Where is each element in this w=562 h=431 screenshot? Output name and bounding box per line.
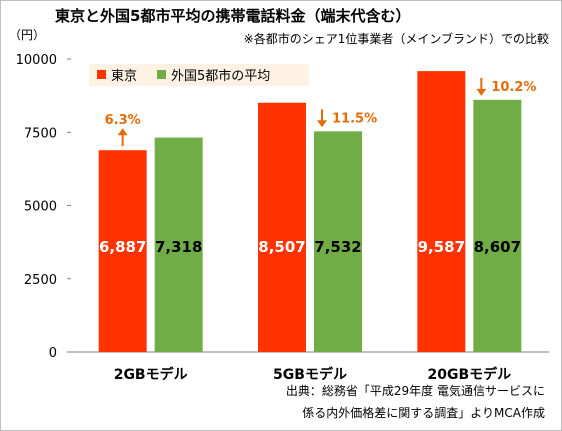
bar-tokyo bbox=[417, 71, 466, 353]
category-label: 2GBモデル bbox=[114, 366, 188, 383]
category-label: 20GBモデル bbox=[428, 366, 512, 383]
legend-label-tokyo: 東京 bbox=[111, 68, 137, 84]
bar-value-label: 6,887 bbox=[99, 238, 146, 256]
bar-foreign-avg bbox=[314, 131, 362, 352]
up-arrow-head-icon bbox=[117, 128, 128, 136]
bar-tokyo bbox=[98, 150, 147, 352]
data-labels: 6,887 7,318 2GBモデル 8,507 7,532 5GBモデル 9,587 8,6… bbox=[99, 238, 521, 383]
axes: 0 2500 5000 7500 10000 bbox=[16, 53, 549, 361]
difference-annotation: 6.3% bbox=[105, 113, 141, 128]
difference-annotation: 11.5% bbox=[332, 111, 377, 126]
bar-tokyo bbox=[258, 102, 306, 352]
legend: 東京 外国5都市の平均 bbox=[89, 64, 309, 86]
legend-label-foreign-avg: 外国5都市の平均 bbox=[171, 68, 270, 84]
y-tick-label: 0 bbox=[49, 346, 57, 361]
bar-value-label: 7,532 bbox=[314, 238, 361, 256]
source-line-2: 係る内外価格差に関する調査」よりMCA作成 bbox=[302, 405, 545, 420]
y-tick-label: 5000 bbox=[24, 200, 57, 215]
bar-foreign-avg bbox=[154, 137, 203, 352]
annotations: 6.3% 11.5% 10.2% bbox=[105, 77, 536, 147]
source-line-1: 出典：総務省「平成29年度 電気通信サービスに bbox=[286, 383, 545, 398]
bars bbox=[98, 71, 522, 353]
legend-box bbox=[89, 64, 309, 86]
bar-value-label: 8,507 bbox=[258, 238, 305, 256]
difference-annotation: 10.2% bbox=[491, 80, 536, 95]
y-tick-label: 7500 bbox=[24, 126, 57, 141]
legend-swatch-tokyo bbox=[97, 70, 106, 79]
down-arrow-head-icon bbox=[317, 120, 327, 128]
unit-label: （円） bbox=[9, 28, 45, 42]
legend-swatch-foreign-avg bbox=[157, 70, 166, 79]
down-arrow-head-icon bbox=[476, 88, 487, 96]
bar-value-label: 7,318 bbox=[155, 238, 202, 256]
chart-subtitle: ※各都市のシェア1位事業者（メインブランド）での比較 bbox=[244, 31, 549, 46]
bar-foreign-avg bbox=[473, 99, 522, 352]
bar-value-label: 8,607 bbox=[474, 238, 521, 256]
chart-title: 東京と外国5都市平均の携帯電話料金（端末代含む） bbox=[55, 7, 410, 25]
category-label: 5GBモデル bbox=[273, 366, 347, 383]
bar-value-label: 9,587 bbox=[418, 238, 465, 256]
y-tick-label: 10000 bbox=[16, 53, 57, 68]
y-tick-label: 2500 bbox=[24, 273, 57, 288]
